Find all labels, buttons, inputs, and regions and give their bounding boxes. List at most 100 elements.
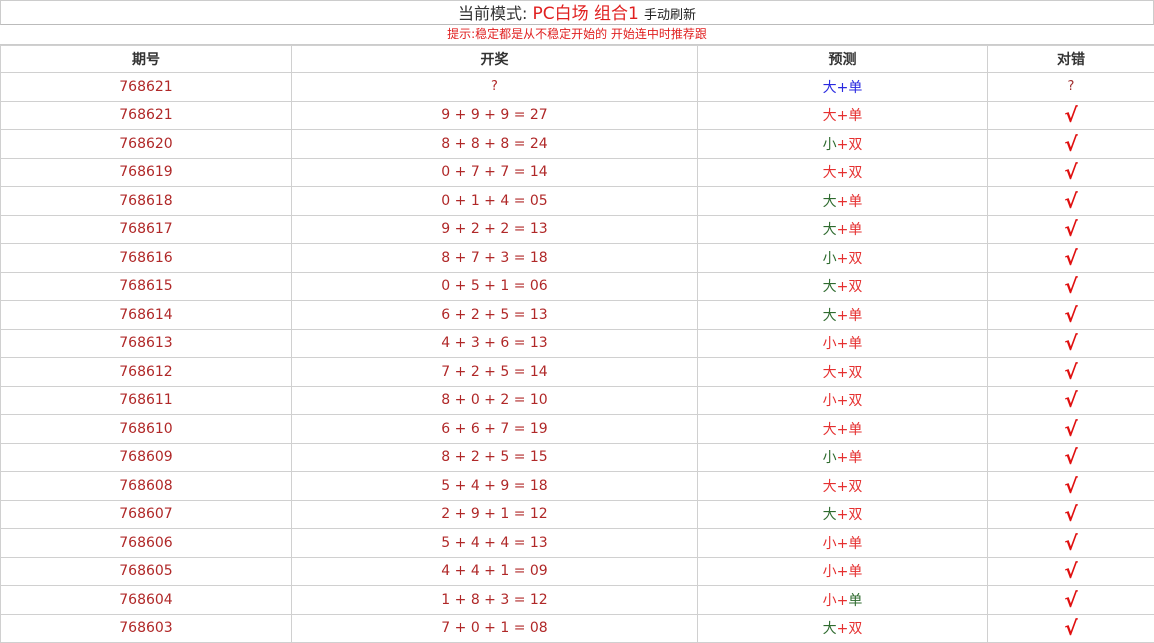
prediction-size: 大 — [823, 365, 837, 381]
table-row: 768606 5 + 4 + 4 = 13 小+单 √ — [1, 529, 1154, 558]
check-icon: √ — [988, 130, 1154, 159]
prediction-parity: 单 — [848, 336, 862, 352]
prediction-cell: 小+双 — [698, 244, 988, 273]
draw-cell: 8 + 0 + 2 = 10 — [292, 386, 698, 415]
prediction-parity: 单 — [848, 564, 862, 580]
hint-text: 提示:稳定都是从不稳定开始的 开始连中时推荐跟 — [0, 25, 1154, 45]
prediction-cell: 小+双 — [698, 386, 988, 415]
table-row: 768613 4 + 3 + 6 = 13 小+单 √ — [1, 329, 1154, 358]
table-row: 768608 5 + 4 + 9 = 18 大+双 √ — [1, 472, 1154, 501]
prediction-cell: 大+单 — [698, 101, 988, 130]
draw-cell: 0 + 7 + 7 = 14 — [292, 158, 698, 187]
table-row: 768610 6 + 6 + 7 = 19 大+单 √ — [1, 415, 1154, 444]
prediction-plus: + — [837, 621, 849, 637]
prediction-size: 大 — [823, 80, 837, 96]
prediction-parity: 单 — [848, 450, 862, 466]
issue-cell: 768620 — [1, 130, 292, 159]
draw-cell: 5 + 4 + 4 = 13 — [292, 529, 698, 558]
table-row: 768620 8 + 8 + 8 = 24 小+双 √ — [1, 130, 1154, 159]
issue-cell: 768609 — [1, 443, 292, 472]
draw-cell: 4 + 3 + 6 = 13 — [292, 329, 698, 358]
prediction-size: 大 — [823, 621, 837, 637]
prediction-parity: 双 — [848, 621, 862, 637]
prediction-parity: 单 — [848, 593, 862, 609]
issue-cell: 768604 — [1, 586, 292, 615]
issue-cell: 768618 — [1, 187, 292, 216]
table-row: 768615 0 + 5 + 1 = 06 大+双 √ — [1, 272, 1154, 301]
table-row: 768616 8 + 7 + 3 = 18 小+双 √ — [1, 244, 1154, 273]
draw-cell: 9 + 2 + 2 = 13 — [292, 215, 698, 244]
issue-cell: 768616 — [1, 244, 292, 273]
prediction-plus: + — [837, 222, 849, 238]
table-row: 768603 7 + 0 + 1 = 08 大+双 √ — [1, 614, 1154, 643]
prediction-plus: + — [837, 194, 849, 210]
check-icon: √ — [988, 215, 1154, 244]
prediction-plus: + — [837, 450, 849, 466]
manual-refresh-link[interactable]: 手动刷新 — [644, 8, 696, 23]
col-draw: 开奖 — [292, 46, 698, 73]
check-icon: √ — [988, 187, 1154, 216]
issue-cell: 768621 — [1, 101, 292, 130]
issue-cell: 768606 — [1, 529, 292, 558]
prediction-plus: + — [837, 279, 849, 295]
prediction-parity: 单 — [848, 222, 862, 238]
table-header: 期号 开奖 预测 对错 — [1, 46, 1154, 73]
prediction-cell: 小+单 — [698, 586, 988, 615]
prediction-parity: 单 — [848, 422, 862, 438]
issue-cell: 768607 — [1, 500, 292, 529]
prediction-plus: + — [837, 336, 849, 352]
prediction-size: 大 — [823, 308, 837, 324]
table-row: 768604 1 + 8 + 3 = 12 小+单 √ — [1, 586, 1154, 615]
check-icon: √ — [988, 415, 1154, 444]
issue-cell: 768617 — [1, 215, 292, 244]
prediction-size: 小 — [823, 593, 837, 609]
check-icon: √ — [988, 272, 1154, 301]
prediction-plus: + — [837, 536, 849, 552]
draw-cell: 7 + 2 + 5 = 14 — [292, 358, 698, 387]
prediction-parity: 单 — [848, 194, 862, 210]
col-prediction: 预测 — [698, 46, 988, 73]
check-icon: √ — [988, 329, 1154, 358]
draw-cell: 0 + 5 + 1 = 06 — [292, 272, 698, 301]
table-row: 768607 2 + 9 + 1 = 12 大+双 √ — [1, 500, 1154, 529]
prediction-cell: 大+双 — [698, 358, 988, 387]
prediction-cell: 大+双 — [698, 158, 988, 187]
issue-cell: 768610 — [1, 415, 292, 444]
prediction-size: 大 — [823, 479, 837, 495]
mode-header: 当前模式: PC白场 组合1 手动刷新 — [0, 0, 1154, 25]
table-row: 768619 0 + 7 + 7 = 14 大+双 √ — [1, 158, 1154, 187]
check-icon: √ — [988, 301, 1154, 330]
issue-cell: 768605 — [1, 557, 292, 586]
prediction-plus: + — [837, 165, 849, 181]
issue-cell: 768603 — [1, 614, 292, 643]
draw-cell: 7 + 0 + 1 = 08 — [292, 614, 698, 643]
draw-cell: 8 + 8 + 8 = 24 — [292, 130, 698, 159]
issue-cell: 768608 — [1, 472, 292, 501]
issue-cell: 768621 — [1, 73, 292, 102]
draw-cell: 0 + 1 + 4 = 05 — [292, 187, 698, 216]
col-issue: 期号 — [1, 46, 292, 73]
table-row: 768612 7 + 2 + 5 = 14 大+双 √ — [1, 358, 1154, 387]
table-row: 768611 8 + 0 + 2 = 10 小+双 √ — [1, 386, 1154, 415]
mode-value: PC白场 组合1 — [533, 4, 639, 24]
table-row: 768605 4 + 4 + 1 = 09 小+单 √ — [1, 557, 1154, 586]
check-icon: √ — [988, 358, 1154, 387]
check-icon: √ — [988, 500, 1154, 529]
prediction-size: 大 — [823, 422, 837, 438]
check-icon: √ — [988, 244, 1154, 273]
prediction-size: 小 — [823, 137, 837, 153]
prediction-plus: + — [837, 564, 849, 580]
issue-cell: 768614 — [1, 301, 292, 330]
prediction-plus: + — [837, 593, 849, 609]
results-table: 期号 开奖 预测 对错 768621 ? 大+单 ?768621 9 + 9 +… — [0, 45, 1154, 643]
check-icon: √ — [988, 586, 1154, 615]
prediction-plus: + — [837, 137, 849, 153]
check-icon: √ — [988, 529, 1154, 558]
table-row: 768617 9 + 2 + 2 = 13 大+单 √ — [1, 215, 1154, 244]
draw-cell: 6 + 2 + 5 = 13 — [292, 301, 698, 330]
prediction-cell: 小+单 — [698, 529, 988, 558]
prediction-size: 大 — [823, 507, 837, 523]
draw-cell: 2 + 9 + 1 = 12 — [292, 500, 698, 529]
draw-cell: ? — [292, 73, 698, 102]
prediction-parity: 双 — [848, 479, 862, 495]
